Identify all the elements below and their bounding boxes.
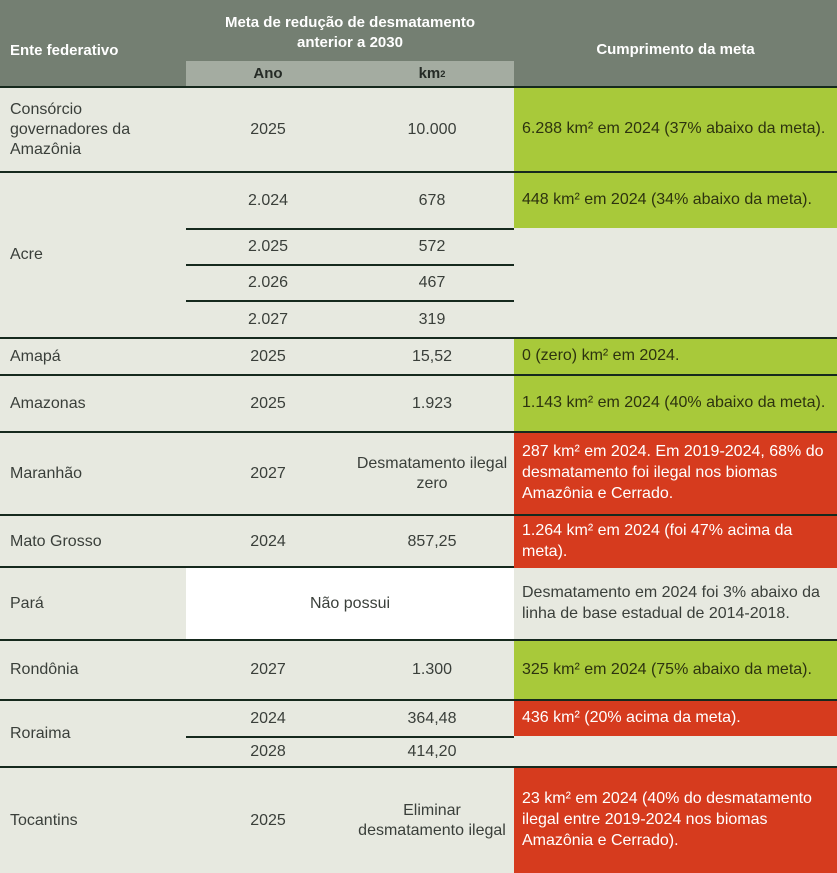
cell-km: 414,20	[350, 736, 514, 766]
header-km2: km 2	[418, 65, 446, 82]
cell-ano: 2.024	[247, 191, 289, 209]
row-roraima: Roraima 2024 364,48 436 km² (20% acima d…	[0, 699, 837, 766]
cell-compliance: Desmatamento em 2024 foi 3% abaixo da li…	[522, 583, 820, 622]
cell-entity: Rondônia	[10, 661, 79, 678]
table-header: Ente federativo Meta de redução de desma…	[0, 0, 837, 88]
row-mato-grosso: Mato Grosso 2024 857,25 1.264 km² em 202…	[0, 514, 837, 568]
cell-compliance: 1.264 km² em 2024 (foi 47% acima da meta…	[514, 516, 837, 568]
cell-entity: Mato Grosso	[10, 532, 102, 550]
cell-ano: 2.027	[186, 300, 350, 337]
row-para: Pará Não possui Desmatamento em 2024 foi…	[0, 566, 837, 639]
cell-ano: 2028	[186, 736, 350, 766]
row-acre: Acre 2.024 678 448 km² em 2024 (34% abai…	[0, 171, 837, 337]
cell-km: 1.923	[411, 394, 453, 412]
row-amapa: Amapá 2025 15,52 0 (zero) km² em 2024.	[0, 337, 837, 374]
cell-km: 10.000	[407, 120, 457, 138]
header-cumprimento: Cumprimento da meta	[596, 40, 755, 58]
cell-ano: 2024	[250, 709, 286, 727]
cell-compliance: 287 km² em 2024. Em 2019-2024, 68% do de…	[514, 433, 837, 514]
cell-compliance: 436 km² (20% acima da meta).	[514, 701, 837, 736]
cell-ano: 2.025	[186, 228, 350, 264]
cell-compliance: 0 (zero) km² em 2024.	[514, 339, 837, 374]
cell-km: 857,25	[407, 532, 457, 550]
cell-entity: Consórcio governadores da Amazônia	[10, 100, 131, 158]
header-entity: Ente federativo	[10, 41, 119, 59]
cell-compliance: 1.143 km² em 2024 (40% abaixo da meta).	[514, 376, 837, 431]
cell-compliance: 325 km² em 2024 (75% abaixo da meta).	[514, 641, 837, 699]
row-tocantins: Tocantins 2025 Eliminar desmatamento ile…	[0, 766, 837, 873]
row-consorcio: Consórcio governadores da Amazônia 2025 …	[0, 88, 837, 171]
cell-km: 15,52	[411, 347, 453, 365]
cell-km: 467	[350, 264, 514, 300]
cell-compliance-empty	[514, 736, 837, 766]
cell-entity: Amapá	[10, 347, 61, 365]
row-amazonas: Amazonas 2025 1.923 1.143 km² em 2024 (4…	[0, 374, 837, 431]
cell-entity: Roraima	[10, 724, 71, 742]
subheader-band: Ano km 2	[186, 61, 514, 86]
cell-ano: 2027	[250, 464, 286, 482]
cell-compliance-empty	[514, 228, 837, 337]
cell-km: 364,48	[407, 709, 457, 727]
cell-ano: 2027	[250, 661, 286, 678]
row-rondonia: Rondônia 2027 1.300 325 km² em 2024 (75%…	[0, 639, 837, 699]
cell-ano: 2025	[250, 347, 286, 365]
cell-km: 1.300	[411, 661, 453, 678]
cell-entity: Amazonas	[10, 394, 86, 412]
cell-km: Desmatamento ilegal zero	[356, 454, 508, 492]
cell-ano: 2025	[250, 120, 286, 138]
cell-km: 572	[350, 228, 514, 264]
cell-entity: Acre	[10, 246, 43, 263]
cell-km: Eliminar desmatamento ilegal	[358, 801, 506, 839]
cell-compliance: 23 km² em 2024 (40% do desmatamento ileg…	[514, 768, 837, 873]
cell-entity: Pará	[10, 594, 44, 612]
header-meta-title: Meta de redução de desmatamento anterior…	[224, 14, 476, 51]
header-meta-group: Meta de redução de desmatamento anterior…	[186, 0, 514, 86]
cell-no-target: Não possui	[186, 568, 514, 639]
cell-entity: Tocantins	[10, 811, 78, 829]
cell-ano: 2.026	[186, 264, 350, 300]
header-ano: Ano	[253, 65, 283, 82]
cell-ano: 2024	[250, 532, 286, 550]
cell-ano: 2025	[250, 394, 286, 412]
cell-ano: 2025	[250, 811, 286, 829]
cell-km: 678	[418, 191, 446, 209]
cell-km: 319	[350, 300, 514, 337]
cell-compliance: 6.288 km² em 2024 (37% abaixo da meta).	[514, 88, 837, 171]
row-maranhao: Maranhão 2027 Desmatamento ilegal zero 2…	[0, 431, 837, 514]
cell-compliance: 448 km² em 2024 (34% abaixo da meta).	[514, 173, 837, 228]
header-km-base: km	[418, 65, 441, 82]
cell-entity: Maranhão	[10, 464, 83, 482]
